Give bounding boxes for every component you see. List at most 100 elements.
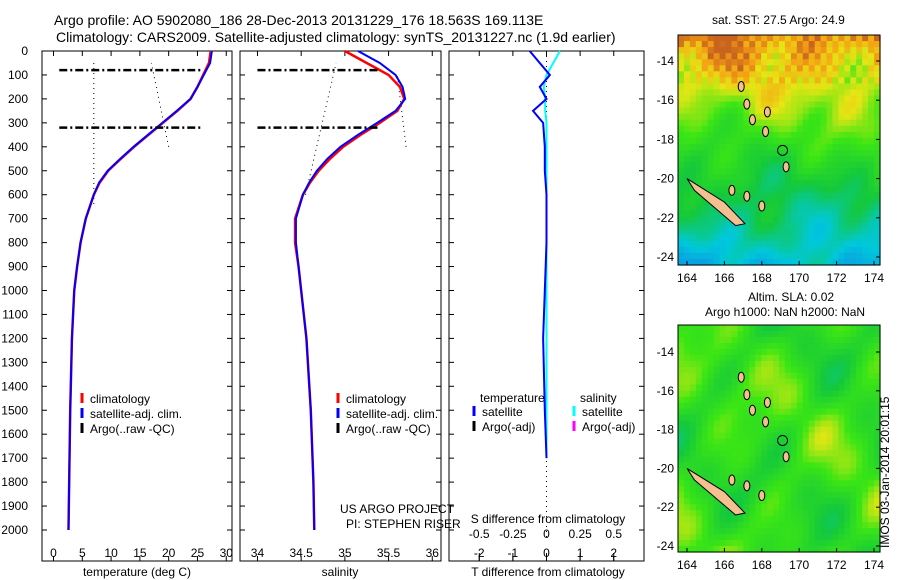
sla-map-cell [856, 426, 863, 434]
sst-map-cell [767, 168, 774, 175]
sla-map-cell [707, 414, 715, 422]
sst-map-cell [737, 107, 744, 115]
salinity-x-tick-label: 35 [338, 546, 352, 560]
sst-map-cell [683, 228, 691, 236]
sst-map-cell [862, 53, 869, 60]
sst-map-cell [856, 119, 863, 127]
sst-map-cell [773, 125, 780, 133]
sst-map-cell [850, 198, 857, 206]
sst-map-cell [850, 204, 857, 212]
sla-map-cell [689, 426, 697, 434]
sla-map-cell [713, 444, 721, 452]
sla-map-cell [784, 426, 792, 434]
sla-map-cell [862, 366, 869, 374]
sla-map-cell [814, 372, 822, 380]
sst-map-cell [790, 186, 798, 193]
sst-map-cell [779, 95, 786, 103]
sst-map-cell [701, 53, 709, 60]
sst-map-cell [678, 228, 685, 236]
sla-map-cell [743, 414, 750, 422]
sla-map-cell [678, 396, 685, 404]
sst-map-cell [779, 252, 786, 260]
sst-map-cell [719, 65, 727, 72]
sla-map-cell [779, 372, 786, 380]
sst-map-cell [683, 180, 691, 187]
sst-map-cell [695, 258, 703, 266]
sla-map-cell [808, 402, 816, 410]
sla-map-cell [755, 390, 762, 398]
sst-map-cell [832, 113, 840, 121]
sla-map-cell [678, 432, 685, 440]
sla-map-cell [779, 456, 786, 463]
sla-map-cell [731, 546, 739, 553]
sla-map-cell [689, 528, 697, 535]
sla-map-cell [707, 498, 715, 505]
sla-map-cell [683, 372, 691, 380]
sla-map-cell [850, 534, 857, 541]
sst-map-cell [814, 35, 822, 42]
sst-map-cell [779, 180, 786, 187]
sla-map-cell [743, 372, 750, 380]
sst-map-cell [868, 35, 875, 42]
sla-map-cell [701, 384, 709, 392]
sst-map-cell [725, 180, 733, 187]
sst-map-cell [701, 234, 709, 242]
sla-map-cell [743, 408, 750, 416]
sst-map-cell [874, 150, 881, 157]
sst-map-cell [689, 107, 697, 115]
sst-map-cell [683, 240, 691, 248]
sst-map-cell [719, 77, 727, 85]
sst-map-cell [820, 53, 828, 60]
sla-map-cell [773, 426, 780, 434]
sst-map-cell [719, 240, 727, 248]
sla-map-cell [737, 402, 744, 410]
sla-map-cell [719, 450, 727, 458]
sla-map-cell [826, 492, 834, 499]
sla-map-cell [862, 486, 869, 493]
sst-map-cell [713, 210, 721, 218]
sst-map-cell [707, 210, 715, 218]
sla-map-cell [743, 510, 750, 517]
sst-map-cell [814, 162, 822, 169]
sst-map-cell [737, 71, 744, 78]
sla-map-cell [862, 456, 869, 463]
sst-map-cell [725, 137, 733, 145]
sst-map-cell [820, 174, 828, 181]
sla-map-cell [701, 522, 709, 529]
sla-map-cell [701, 516, 709, 523]
sst-map-cell [820, 216, 828, 224]
sla-map-cell [814, 492, 822, 499]
sst-map-cell [850, 101, 857, 109]
sla-map-cell [737, 450, 744, 458]
sla-map-cell [838, 432, 845, 440]
sst-map-cell [743, 143, 750, 151]
sst-map-cell [725, 198, 733, 206]
sst-map-cell [725, 131, 733, 139]
sla-map-cell [814, 384, 822, 392]
sst-map-cell [784, 234, 792, 242]
sst-map-cell [755, 65, 762, 72]
sst-map-cell [868, 186, 875, 193]
sla-map-cell [695, 492, 703, 499]
sst-map-cell [737, 198, 744, 206]
sla-map-cell [844, 522, 851, 529]
sst-map-cell [779, 234, 786, 242]
sla-map-cell [773, 480, 780, 487]
sla-map-cell [856, 372, 863, 380]
sst-map-cell [737, 131, 744, 139]
sla-map-cell [784, 468, 792, 475]
sst-map-cell [719, 258, 727, 266]
sla-map-cell [862, 384, 869, 392]
sla-map-cell [767, 462, 774, 469]
sst-map-cell [725, 125, 733, 133]
sst-map-cell [814, 246, 822, 254]
sst-map-cell [862, 204, 869, 212]
sla-map-cell [856, 330, 863, 338]
sst-map-cell [767, 258, 774, 266]
sst-map-cell [773, 204, 780, 212]
sla-map-cell [689, 378, 697, 386]
sla-map-cell [761, 534, 768, 541]
sst-map-cell [850, 119, 857, 127]
sst-map-cell [862, 125, 869, 133]
sla-map-cell [826, 396, 834, 404]
